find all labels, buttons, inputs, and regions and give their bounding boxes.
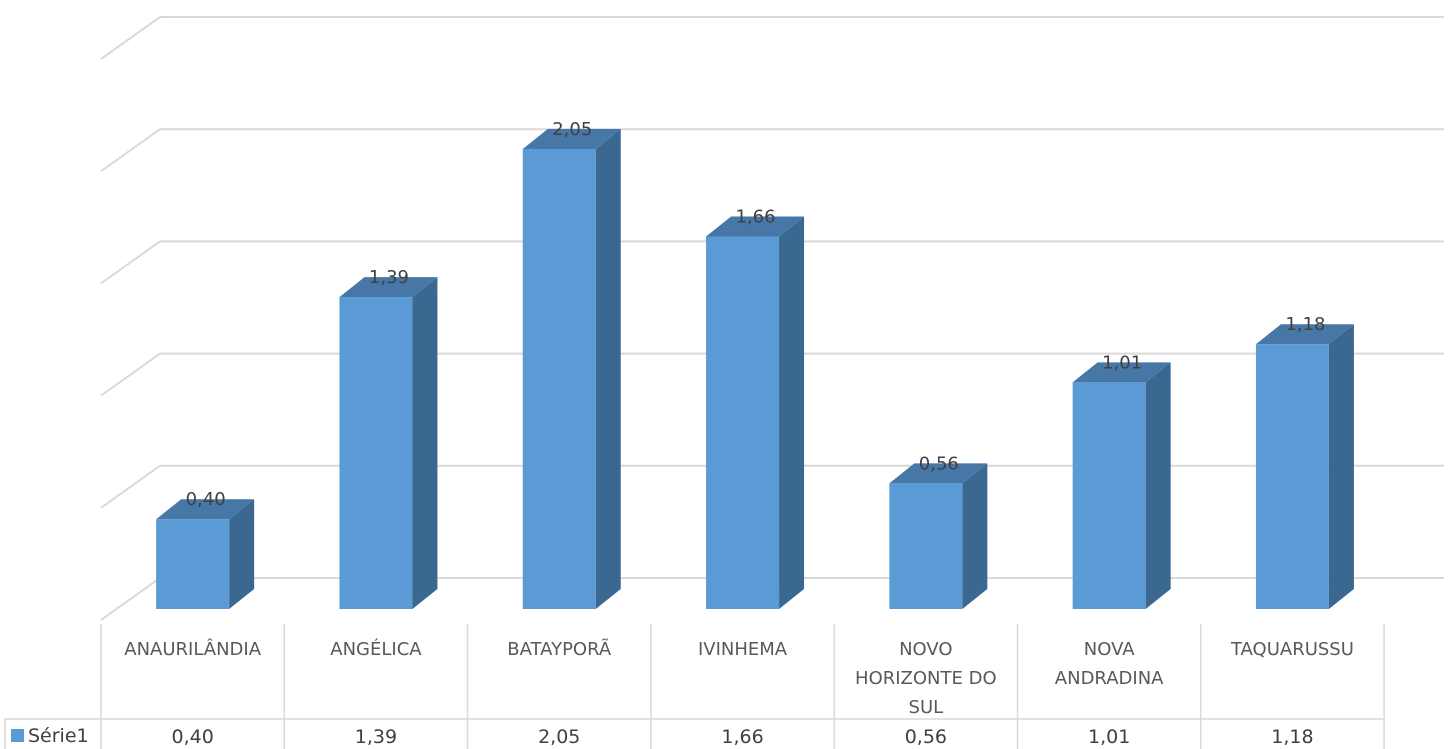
category-label: BATAYPORÃ <box>507 638 612 660</box>
bars <box>156 128 1354 610</box>
gridline-side <box>100 352 161 397</box>
table-value: 1,18 <box>1271 726 1313 748</box>
bar-side <box>229 499 255 609</box>
data-label: 1,66 <box>736 206 776 227</box>
table-value: 0,40 <box>171 726 213 748</box>
gridline-side <box>100 240 161 285</box>
bar <box>1255 344 1329 609</box>
table-value: 0,56 <box>905 726 947 748</box>
gridline-side <box>100 577 161 621</box>
bar-top <box>339 277 438 298</box>
bar-top <box>522 128 621 149</box>
table-value: 1,66 <box>721 726 763 748</box>
bar-top <box>1072 362 1171 383</box>
bar-side <box>962 463 988 609</box>
bar-top <box>706 216 805 237</box>
table-value: 2,05 <box>538 726 580 748</box>
data-label: 0,56 <box>919 453 959 474</box>
data-label: 1,39 <box>369 267 409 288</box>
bar <box>1072 382 1146 609</box>
gridline-side <box>100 16 161 60</box>
gridline-side <box>100 464 161 509</box>
bar <box>339 297 413 609</box>
bar-top <box>1255 324 1354 345</box>
bar-side <box>1145 362 1171 609</box>
bar <box>156 519 230 609</box>
category-label: HORIZONTE DO <box>855 668 997 689</box>
table-value: 1,01 <box>1088 726 1130 748</box>
category-label: TAQUARUSSU <box>1230 639 1354 660</box>
data-label: 2,05 <box>552 119 592 140</box>
data-labels: 0,40 1,39 2,05 1,66 0,56 1,01 1,18 <box>186 119 1326 510</box>
bar-side <box>1328 324 1354 609</box>
bar-side <box>595 128 621 610</box>
data-label: 1,18 <box>1285 314 1325 335</box>
bar <box>706 236 780 609</box>
bar <box>889 483 963 609</box>
category-label: ANDRADINA <box>1055 668 1164 689</box>
bar-top <box>156 499 255 520</box>
data-label: 1,01 <box>1102 352 1142 373</box>
category-label: ANGÉLICA <box>330 638 422 660</box>
bar-side <box>412 277 438 609</box>
category-label: NOVA <box>1084 639 1135 660</box>
bar-side <box>779 216 805 609</box>
category-label: IVINHEMA <box>698 639 788 660</box>
legend-series-name: Série1 <box>28 725 89 747</box>
category-label: NOVO <box>899 639 952 660</box>
data-table: ANAURILÂNDIA ANGÉLICA BATAYPORÃ IVINHEMA NOV… <box>4 624 1385 749</box>
category-label: ANAURILÂNDIA <box>124 638 261 660</box>
bar <box>522 148 596 610</box>
bar-top <box>889 463 988 484</box>
data-label: 0,40 <box>186 489 226 510</box>
legend-swatch <box>11 729 24 742</box>
gridline-side <box>100 128 161 173</box>
category-label: SUL <box>909 697 944 718</box>
table-value: 1,39 <box>355 726 397 748</box>
